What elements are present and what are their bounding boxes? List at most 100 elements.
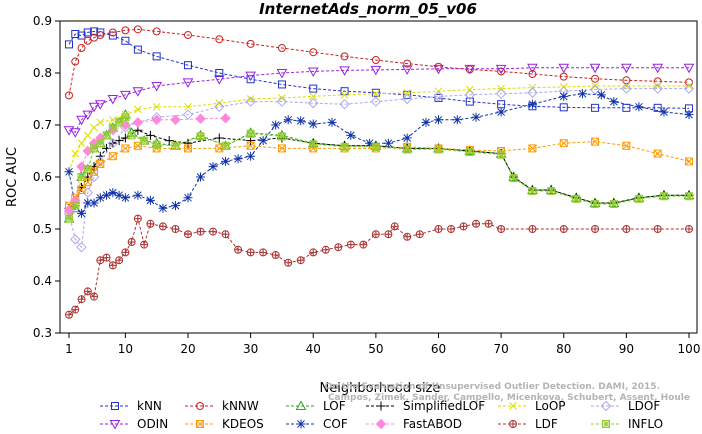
data-point-loop [403, 88, 412, 97]
legend: kNN kNNW LOF SimplifiedLOF LoOP LDOF ODIN KDEOS… [100, 399, 663, 431]
data-point-knnw [403, 59, 412, 68]
data-point-odin [621, 63, 632, 74]
x-axis-label: Neighborhood size [320, 381, 441, 396]
data-point-ldf [183, 230, 192, 239]
data-point-inflo [115, 118, 124, 127]
data-point-cof [296, 116, 306, 126]
data-point-ldof [95, 156, 106, 167]
data-point-odin [82, 110, 94, 121]
data-point-inflo [96, 139, 105, 148]
data-point-inflo [246, 129, 255, 138]
data-point-inflo [102, 131, 111, 140]
data-point-kdeos [108, 152, 117, 161]
data-point-odin [527, 63, 538, 74]
data-point-cof [83, 198, 93, 208]
data-point-ldf [497, 225, 506, 233]
data-point-ldof [433, 91, 444, 102]
data-point-odin [464, 64, 476, 75]
data-point-ldf [434, 225, 443, 233]
data-point-ldf [171, 225, 180, 233]
data-point-cof [527, 99, 537, 109]
y-tick-label: 0.3 [33, 326, 52, 340]
data-point-loop [90, 123, 98, 132]
data-point-ldof [527, 87, 538, 98]
data-point-inflo [509, 174, 518, 183]
data-point-cof [402, 133, 412, 143]
x-tick-label: 90 [619, 342, 634, 356]
data-point-kdeos [685, 157, 693, 166]
data-point-odin [76, 115, 87, 126]
data-point-cof [95, 193, 105, 203]
data-point-inflo [309, 140, 318, 149]
data-point-odin [558, 63, 570, 74]
data-point-knnw [340, 52, 349, 61]
data-point-inflo [71, 201, 80, 210]
data-point-knn [71, 30, 80, 38]
data-point-knn [246, 75, 255, 84]
data-point-cof [246, 151, 256, 161]
data-point-cof [452, 115, 462, 125]
data-point-ldf [121, 248, 130, 257]
series-cof [64, 89, 694, 218]
legend-item-knnw: kNNW [185, 399, 259, 413]
plot-series [63, 25, 695, 319]
data-point-ldf [403, 232, 412, 241]
legend-label: COF [323, 417, 348, 431]
data-point-cof [684, 110, 694, 120]
data-point-ldf [447, 225, 456, 233]
x-tick-label: 30 [243, 342, 258, 356]
legend-marker [376, 401, 386, 411]
data-point-knnw [96, 31, 105, 40]
data-point-inflo [528, 187, 537, 196]
data-point-knnw [71, 57, 80, 66]
data-point-kdeos [591, 137, 600, 146]
data-point-knnw [653, 77, 662, 86]
data-point-ldf [284, 258, 293, 267]
y-tick-label: 0.6 [33, 170, 52, 184]
data-point-knn [90, 27, 99, 36]
data-point-ldof [339, 98, 350, 110]
data-point-fastabod [151, 114, 162, 126]
y-tick-label: 0.8 [33, 66, 52, 80]
data-point-odin [132, 87, 144, 97]
data-point-inflo [572, 194, 581, 203]
data-point-ldf [196, 227, 205, 236]
data-point-odin [401, 65, 413, 75]
data-point-loop [77, 139, 86, 148]
data-point-knn [152, 52, 161, 61]
x-tick-label: 80 [556, 342, 571, 356]
data-point-cof [634, 102, 644, 112]
data-point-cof [233, 154, 243, 164]
data-point-cof [433, 115, 443, 125]
data-point-ldf [309, 248, 318, 257]
data-point-knnw [215, 35, 224, 44]
data-point-ldf [246, 248, 255, 257]
data-point-inflo [83, 165, 92, 174]
data-point-ldof [683, 83, 695, 94]
data-point-odin [88, 102, 100, 113]
data-point-fastabod [195, 113, 206, 124]
data-point-inflo [497, 150, 506, 159]
legend-item-loop: LoOP [498, 399, 566, 413]
legend-item-cof: COF [286, 417, 348, 431]
legend-item-ldf: LDF [498, 417, 558, 431]
y-axis: 0.3 0.4 0.5 0.6 0.7 0.8 0.9 [33, 14, 60, 340]
data-point-ldf [459, 222, 468, 231]
data-point-simplifiedlof [214, 133, 224, 143]
data-point-odin [495, 64, 507, 75]
data-point-cof [578, 89, 588, 99]
legend-label: FastABOD [403, 417, 462, 431]
data-point-knn [96, 28, 105, 37]
credit-authors: Campos, Zimek, Sander, Campello, Micenko… [328, 393, 690, 403]
data-point-knnw [83, 36, 92, 45]
data-point-simplifiedlof [183, 138, 193, 148]
series-loop [65, 82, 693, 176]
legend-label: LoOP [535, 399, 566, 413]
data-point-cof [559, 91, 569, 101]
data-point-knn [465, 97, 474, 106]
data-point-fastabod [76, 161, 87, 172]
data-point-loop [71, 149, 80, 158]
legend-marker [600, 400, 612, 412]
data-point-kdeos [246, 141, 255, 150]
x-axis: 1 10 20 30 40 50 60 70 80 90 100 [65, 333, 700, 356]
